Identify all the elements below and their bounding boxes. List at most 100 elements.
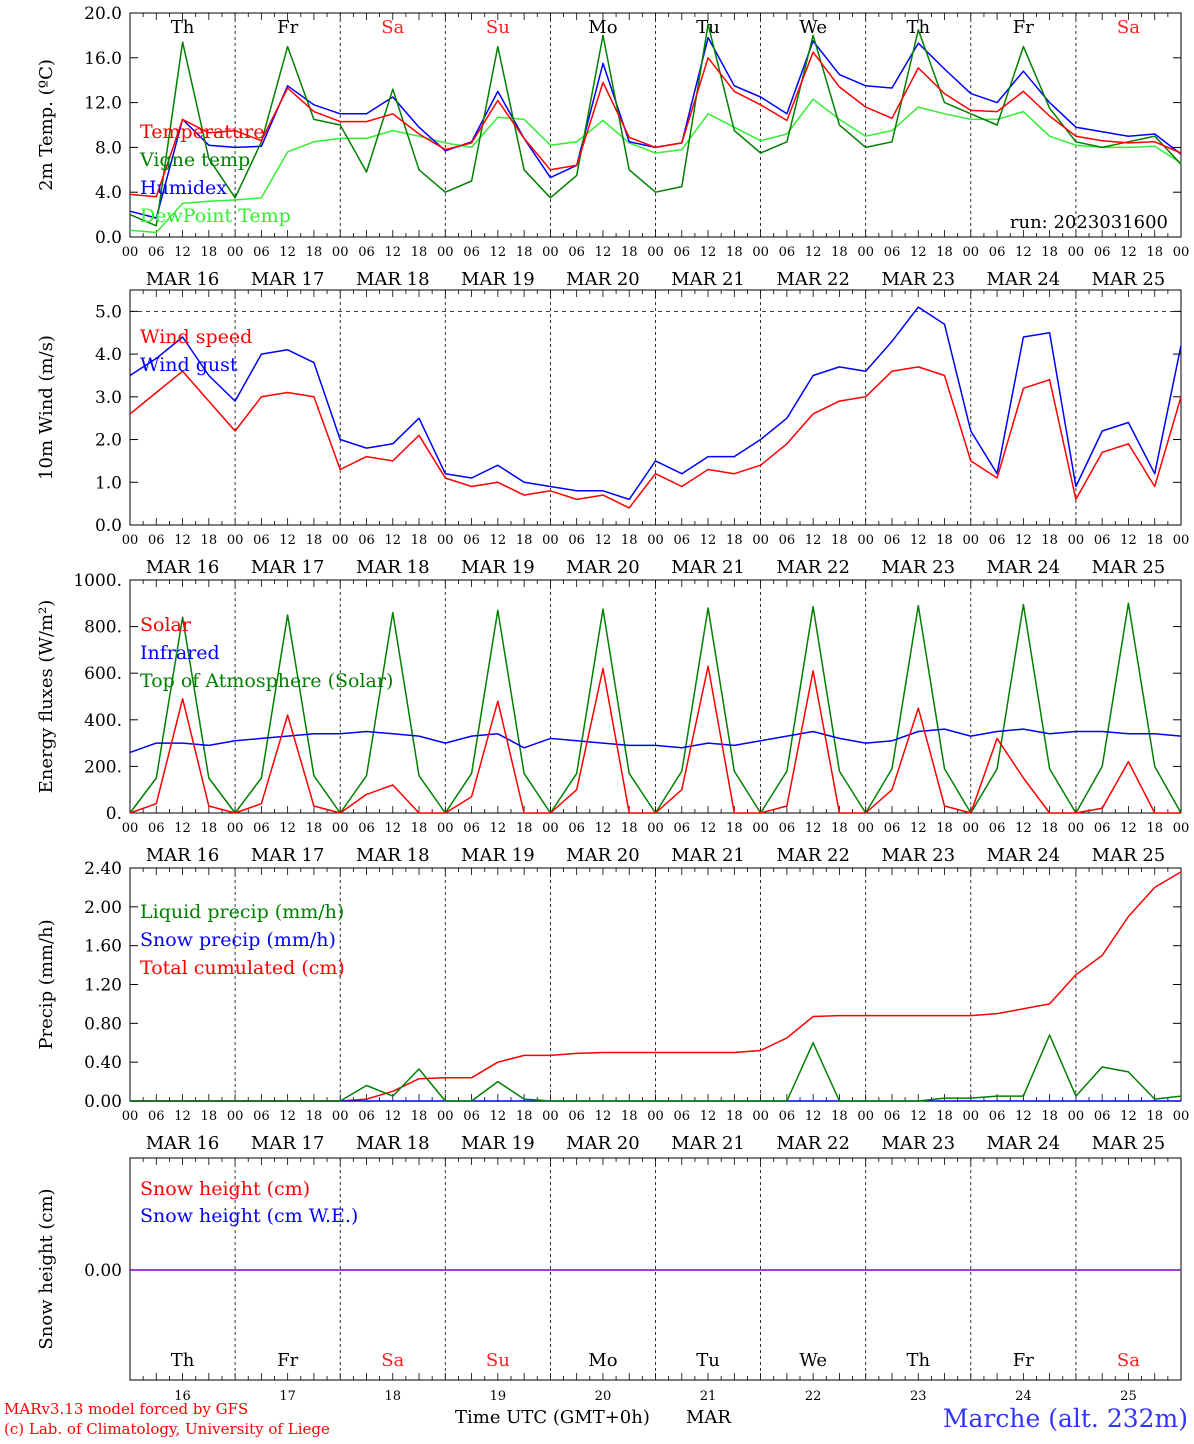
x-axis-title: Time UTC (GMT+0h) <box>455 1407 650 1428</box>
day-number-label: 16 <box>174 1389 191 1404</box>
hour-label: 06 <box>568 821 585 836</box>
hour-label: 06 <box>253 533 270 548</box>
hour-label: 18 <box>411 821 428 836</box>
hour-label: 18 <box>516 821 533 836</box>
panel-3 <box>129 579 1182 814</box>
hour-label: 12 <box>1015 245 1032 260</box>
y-tick-label: 20.0 <box>84 4 122 24</box>
hour-label: 06 <box>1094 1109 1111 1124</box>
day-number-label: 17 <box>279 1389 296 1404</box>
hour-label: 06 <box>463 821 480 836</box>
y-tick-label: 600. <box>84 664 122 684</box>
day-of-week-label: We <box>799 17 827 38</box>
legend-entry: Snow height (cm) <box>140 1178 310 1200</box>
hour-label: 06 <box>674 821 691 836</box>
hour-label: 18 <box>201 245 218 260</box>
series-line-liquid-precip-mm-h <box>130 1034 1182 1102</box>
day-of-week-label: Fr <box>277 17 298 38</box>
run-annotation: run: 2023031600 <box>1010 212 1168 233</box>
y-tick-label: 0.00 <box>84 1092 122 1112</box>
hour-label: 06 <box>779 1109 796 1124</box>
date-label: MAR 24 <box>987 269 1061 290</box>
legend-entry: Infrared <box>140 642 220 664</box>
hour-label: 12 <box>1120 245 1137 260</box>
date-label: MAR 16 <box>146 557 220 578</box>
hour-label: 00 <box>437 533 454 548</box>
date-label: MAR 16 <box>146 269 220 290</box>
hour-label: 12 <box>490 533 507 548</box>
y-tick-label: 0.40 <box>84 1053 122 1073</box>
date-label: MAR 22 <box>776 557 850 578</box>
hour-label: 12 <box>700 821 717 836</box>
hour-label: 00 <box>752 533 769 548</box>
y-tick-label: 12.0 <box>84 94 122 114</box>
hour-label: 12 <box>279 821 296 836</box>
hour-label: 00 <box>437 1109 454 1124</box>
date-label: MAR 25 <box>1092 845 1166 866</box>
series-line-wind-speed <box>129 366 1182 509</box>
legend-entry: Solar <box>140 614 192 636</box>
hour-label: 06 <box>779 245 796 260</box>
y-axis-label: Energy fluxes (W/m²) <box>36 600 57 794</box>
hour-label: 18 <box>516 533 533 548</box>
hour-label: 06 <box>358 821 375 836</box>
hour-label: 18 <box>936 1109 953 1124</box>
hour-label: 18 <box>201 533 218 548</box>
day-of-week-label: Mo <box>588 17 617 38</box>
date-label: MAR 20 <box>566 557 640 578</box>
hour-label: 12 <box>805 533 822 548</box>
hour-label: 00 <box>332 533 349 548</box>
y-tick-label: 400. <box>84 711 122 731</box>
date-label: MAR 20 <box>566 845 640 866</box>
hour-label: 18 <box>936 533 953 548</box>
hour-label: 06 <box>463 245 480 260</box>
series-line-infrared <box>129 728 1182 754</box>
hour-label: 12 <box>805 821 822 836</box>
hour-label: 18 <box>726 1109 743 1124</box>
hour-label: 12 <box>384 533 401 548</box>
date-label: MAR 20 <box>566 269 640 290</box>
hour-label: 12 <box>1120 1109 1137 1124</box>
hour-label: 00 <box>1173 245 1190 260</box>
date-label: MAR 18 <box>356 1133 430 1154</box>
hour-label: 12 <box>384 1109 401 1124</box>
hour-label: 06 <box>1094 533 1111 548</box>
date-label: MAR 24 <box>987 557 1061 578</box>
hour-label: 12 <box>174 533 191 548</box>
date-label: MAR 17 <box>251 845 325 866</box>
day-number-label: 20 <box>595 1389 612 1404</box>
hour-label: 00 <box>1068 533 1085 548</box>
legend-entry: Snow height (cm W.E.) <box>140 1205 358 1227</box>
series-line-temperature <box>129 51 1182 198</box>
day-of-week-label: Su <box>486 1350 510 1371</box>
hour-label: 06 <box>358 1109 375 1124</box>
date-label: MAR 23 <box>881 269 955 290</box>
day-number-label: 21 <box>700 1389 717 1404</box>
series-line-solar <box>129 665 1181 814</box>
panel-2 <box>129 289 1182 526</box>
legend-entry: Top of Atmosphere (Solar) <box>140 670 393 692</box>
day-of-week-label: Sa <box>1117 1350 1140 1371</box>
hour-label: 06 <box>358 533 375 548</box>
legend-entry: Humidex <box>140 177 227 199</box>
hour-label: 00 <box>542 821 559 836</box>
hour-label: 18 <box>516 245 533 260</box>
legend-entry: Snow precip (mm/h) <box>140 929 336 951</box>
hour-label: 00 <box>122 533 139 548</box>
date-label: MAR 24 <box>987 845 1061 866</box>
y-tick-label: 1.60 <box>84 937 122 957</box>
hour-label: 18 <box>411 1109 428 1124</box>
hour-label: 18 <box>621 533 638 548</box>
hour-label: 06 <box>884 245 901 260</box>
hour-label: 18 <box>306 533 323 548</box>
day-of-week-label: Th <box>171 1350 195 1371</box>
y-tick-label: 800. <box>84 618 122 638</box>
day-of-week-label: Fr <box>1013 1350 1034 1371</box>
hour-label: 18 <box>306 1109 323 1124</box>
hour-label: 00 <box>647 245 664 260</box>
hour-label: 06 <box>989 245 1006 260</box>
date-label: MAR 19 <box>461 557 535 578</box>
day-of-week-label: Sa <box>381 17 404 38</box>
day-number-label: 22 <box>805 1389 822 1404</box>
